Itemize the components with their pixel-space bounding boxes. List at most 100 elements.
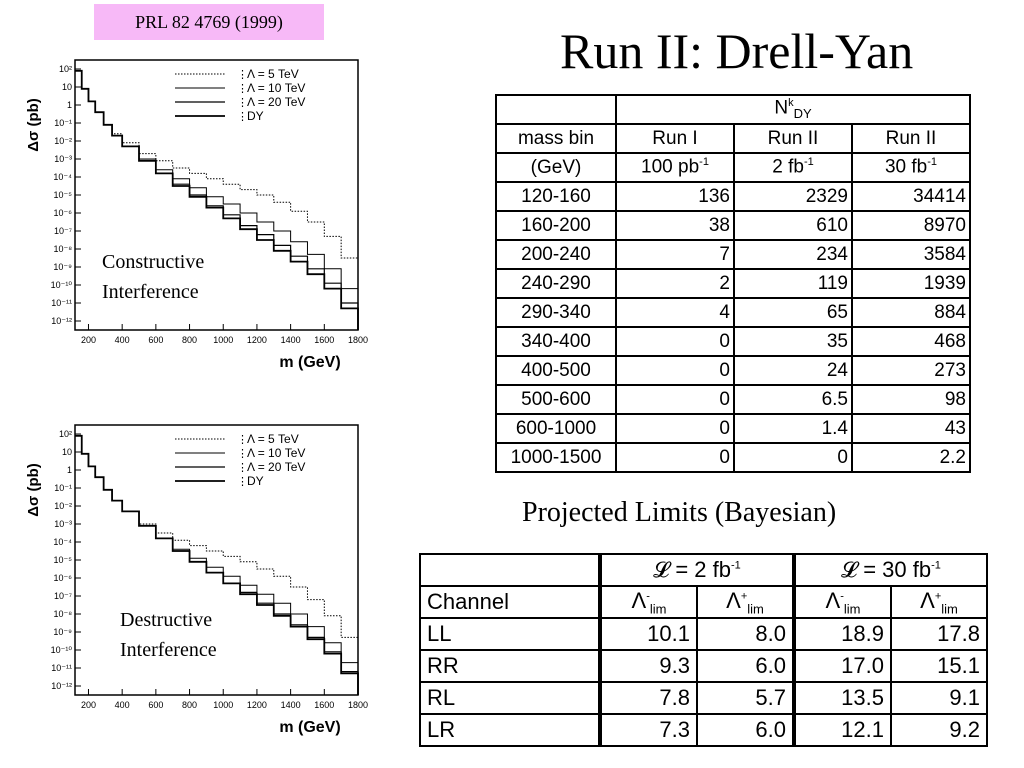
gev-header: (GeV) [495,152,617,183]
event-count-cell: 7 [615,239,735,270]
x-tick-label: 800 [182,335,197,345]
y-axis-label: Δσ (pb) [25,463,42,517]
event-count-cell: 43 [851,413,971,444]
limit-cell: 8.0 [696,617,795,651]
x-tick-label: 1400 [281,700,301,710]
legend-marker: ⋮ [237,462,248,474]
x-tick-label: 200 [81,335,96,345]
plot-svg: 200 400 600 800 1000 1200 1400 1600 1800 10² 10 1 10… [25,424,368,736]
table-row: 200-240 7 234 3584 [495,239,971,270]
lambda-sub: lim [649,601,667,617]
table-row: 600-1000 0 1.4 43 [495,413,971,444]
legend-marker: ⋮ [237,97,248,109]
annotation-line-1: Destructive [120,609,213,631]
x-tick-label: 400 [115,335,130,345]
channel-cell: LL [419,617,601,651]
corner-cell [419,553,601,587]
table-row: 340-400 0 35 468 [495,326,971,357]
y-tick-label: 10⁻⁵ [54,555,73,565]
channel-cell: RR [419,649,601,683]
lambda-base: Λ [825,587,841,613]
lambda-base: Λ [726,587,741,613]
lumi-header: 30 fb-1 [851,152,971,183]
y-tick-label: 1 [67,100,72,110]
y-tick-label: 10⁻⁵ [54,190,73,200]
mass-bin-cell: 200-240 [495,239,617,270]
event-count-cell: 0 [615,384,735,415]
lambda-base: Λ [631,587,647,613]
y-tick-label: 10⁻⁸ [53,609,72,619]
channel-cell: RL [419,681,601,715]
legend-marker: ⋮ [237,448,248,460]
channel-header: Channel [419,585,601,619]
y-tick-label: 10 [62,82,72,92]
lumi-sup: -1 [699,156,709,169]
mass-bin-cell: 290-340 [495,297,617,328]
lumi-header: 2 fb-1 [733,152,853,183]
y-tick-label: 10⁻² [54,136,72,146]
y-tick-label: 10² [59,64,72,74]
limit-cell: 18.9 [792,617,892,651]
mass-bin-cell: 160-200 [495,210,617,241]
reference-label: PRL 82 4769 (1999) [94,4,324,40]
series-line [75,434,359,695]
lambda-sup: + [934,590,942,603]
y-tick-label: 10⁻⁹ [53,262,72,272]
event-count-cell: 24 [733,355,853,386]
lambda-sup: - [840,590,844,603]
event-count-cell: 2 [615,268,735,299]
x-tick-label: 600 [148,335,163,345]
lumi-sup: -1 [730,559,741,572]
y-tick-label: 10⁻³ [54,519,72,529]
legend-label: DY [247,474,264,488]
mass-bin-cell: 340-400 [495,326,617,357]
y-tick-label: 10² [59,429,72,439]
mass-bin-header: mass bin [495,123,617,154]
legend-label: Λ = 20 TeV [247,95,305,109]
event-count-cell: 4 [615,297,735,328]
y-tick-label: 10⁻⁴ [53,172,72,182]
projected-limits-table: 𝓛 = 2 fb-1 𝓛 = 30 fb-1 Channel Λ-lim Λ+l… [419,553,988,747]
event-count-cell: 1.4 [733,413,853,444]
annotation-constructive: Constructive Interference [102,247,205,307]
x-tick-label: 1000 [213,335,233,345]
legend-marker: ⋮ [237,69,248,81]
limit-cell: 9.1 [890,681,988,715]
x-tick-label: 1600 [314,335,334,345]
y-tick-label: 10 [62,447,72,457]
plot-svg: 200 400 600 800 1000 1200 1400 1600 1800 10² 10 1 10… [25,59,368,371]
y-tick-label: 10⁻¹¹ [51,298,72,308]
x-tick-label: 1000 [213,700,233,710]
y-tick-label: 10⁻¹⁰ [51,280,73,290]
table-row: 290-340 4 65 884 [495,297,971,328]
series-line [75,70,359,330]
x-axis-label: m (GeV) [279,354,340,371]
event-count-cell: 0 [615,326,735,357]
ndy-sub: DY [793,106,812,122]
x-tick-label: 1600 [314,700,334,710]
x-tick-label: 800 [182,700,197,710]
limit-cell: 9.3 [598,649,698,683]
x-tick-label: 400 [115,700,130,710]
lambda-sub: lim [941,601,958,617]
lumi-text: 30 fb [884,156,928,178]
event-count-cell: 0 [615,442,735,473]
lambda-base: Λ [920,587,935,613]
legend-label: Λ = 10 TeV [247,81,305,95]
channel-cell: LR [419,713,601,747]
lambda-sup: + [740,590,748,603]
table-row: LL 10.1 8.0 18.9 17.8 [419,617,988,651]
mass-bin-cell: 240-290 [495,268,617,299]
mass-bin-cell: 1000-1500 [495,442,617,473]
lumi-text: 𝓛 = 30 fb [841,557,932,582]
x-tick-label: 1200 [247,700,267,710]
x-tick-label: 1800 [348,700,368,710]
limit-cell: 13.5 [792,681,892,715]
x-tick-label: 1400 [281,335,301,345]
mass-bin-cell: 600-1000 [495,413,617,444]
limit-cell: 5.7 [696,681,795,715]
event-count-cell: 8970 [851,210,971,241]
y-tick-label: 1 [67,465,72,475]
mass-bin-cell: 400-500 [495,355,617,386]
lambda-plus-header: Λ+lim [890,585,988,619]
